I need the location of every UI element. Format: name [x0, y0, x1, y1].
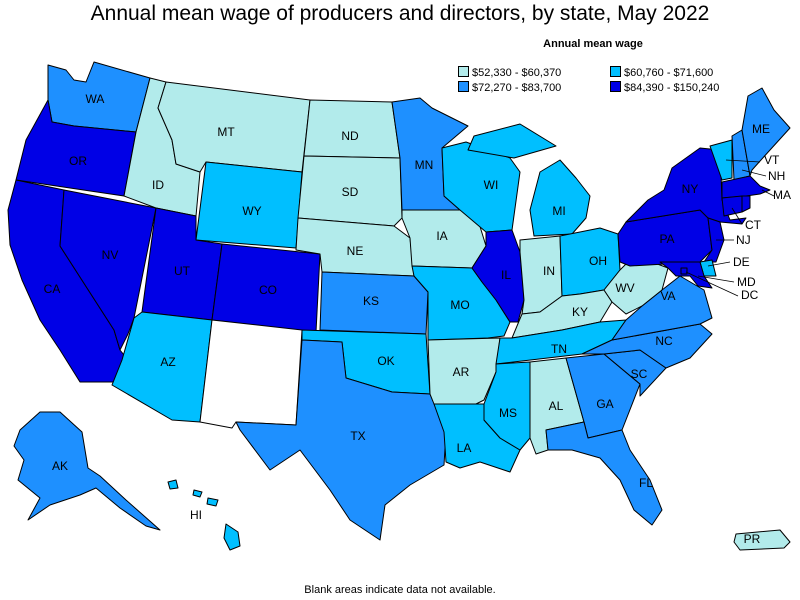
leader-line-vt [725, 159, 761, 163]
state-NJ [703, 217, 725, 263]
map-title: Annual mean wage of producers and direct… [90, 2, 710, 25]
state-PR [733, 529, 791, 551]
state-label-ia: IA [436, 229, 447, 243]
state-label-wy: WY [242, 204, 261, 218]
state-label-mo: MO [450, 298, 469, 312]
leader-line-ma [761, 189, 775, 197]
state-MD [659, 261, 713, 289]
state-KS [319, 271, 429, 335]
state-label-wa: WA [86, 92, 105, 106]
state-label-mi: MI [552, 204, 565, 218]
state-label-wv: WV [615, 281, 634, 295]
state-label-md: MD [737, 275, 756, 289]
state-label-il: IL [501, 268, 511, 282]
leader-line-ct [731, 207, 743, 225]
legend-label: $60,760 - $71,600 [624, 67, 714, 79]
state-label-ct: CT [745, 218, 762, 232]
leader-line-nh [741, 169, 767, 177]
state-label-nj: NJ [736, 233, 751, 247]
state-label-tx: TX [350, 429, 365, 443]
state-label-az: AZ [160, 355, 175, 369]
state-FL [545, 421, 663, 526]
legend-item-tier-3: $72,270 - $83,700 [458, 81, 561, 94]
state-label-vt: VT [764, 153, 780, 167]
state-label-pr: PR [744, 532, 761, 546]
legend-swatch [610, 66, 621, 77]
state-label-mn: MN [415, 158, 434, 172]
legend-label: $84,390 - $150,240 [624, 82, 720, 94]
state-NM [199, 319, 303, 429]
state-label-ms: MS [499, 406, 517, 420]
state-label-la: LA [457, 441, 472, 455]
legend-label: $52,330 - $60,370 [472, 67, 562, 79]
state-label-ny: NY [682, 182, 699, 196]
state-label-wi: WI [484, 178, 499, 192]
legend-swatch [458, 66, 469, 77]
state-label-ok: OK [377, 354, 394, 368]
state-IL [471, 229, 525, 323]
state-label-nh: NH [768, 169, 785, 183]
state-TX [235, 339, 447, 541]
legend-title: Annual mean wage [543, 38, 643, 50]
state-label-ne: NE [347, 244, 364, 258]
state-label-nc: NC [655, 334, 673, 348]
state-label-id: ID [152, 178, 164, 192]
state-DC [680, 267, 688, 275]
legend-item-tier-4: $84,390 - $150,240 [610, 81, 719, 94]
state-WV [603, 261, 669, 315]
state-label-ky: KY [572, 305, 588, 319]
state-label-nv: NV [102, 248, 119, 262]
state-label-ma: MA [773, 188, 791, 202]
state-label-ar: AR [453, 365, 470, 379]
state-label-nd: ND [341, 129, 359, 143]
state-label-ga: GA [596, 397, 613, 411]
state-label-oh: OH [589, 254, 607, 268]
state-label-ca: CA [44, 282, 61, 296]
legend-item-tier-1: $52,330 - $60,370 [458, 66, 561, 79]
footnote: Blank areas indicate data not available. [304, 584, 496, 596]
legend-label: $72,270 - $83,700 [472, 82, 562, 94]
state-label-sc: SC [631, 367, 648, 381]
state-MA [721, 175, 771, 199]
state-label-dc: DC [741, 288, 759, 302]
state-label-tn: TN [551, 342, 567, 356]
state-VT [709, 139, 733, 181]
state-label-ks: KS [363, 294, 379, 308]
state-RI [741, 195, 751, 213]
state-HI [167, 479, 241, 551]
state-label-pa: PA [659, 232, 674, 246]
state-label-ak: AK [52, 459, 68, 473]
state-label-de: DE [733, 255, 750, 269]
leader-line-md [697, 275, 735, 283]
state-ME [741, 87, 791, 177]
state-label-ut: UT [174, 264, 191, 278]
state-label-co: CO [259, 283, 277, 297]
state-AK [13, 411, 161, 531]
state-label-hi: HI [190, 508, 202, 522]
state-label-al: AL [549, 399, 564, 413]
legend-item-tier-2: $60,760 - $71,600 [610, 66, 713, 79]
state-label-fl: FL [639, 476, 653, 490]
legend-swatch [610, 81, 621, 92]
state-label-me: ME [752, 122, 770, 136]
state-label-sd: SD [342, 185, 359, 199]
state-label-in: IN [543, 264, 555, 278]
state-NV [59, 189, 157, 351]
leader-line-de [707, 261, 731, 267]
state-CT [721, 195, 743, 217]
state-MI [467, 123, 591, 237]
state-label-mt: MT [217, 125, 235, 139]
state-label-va: VA [660, 289, 675, 303]
legend-swatch [458, 81, 469, 92]
state-label-or: OR [69, 154, 87, 168]
leader-line-dc [685, 271, 739, 297]
state-SD [297, 155, 403, 227]
